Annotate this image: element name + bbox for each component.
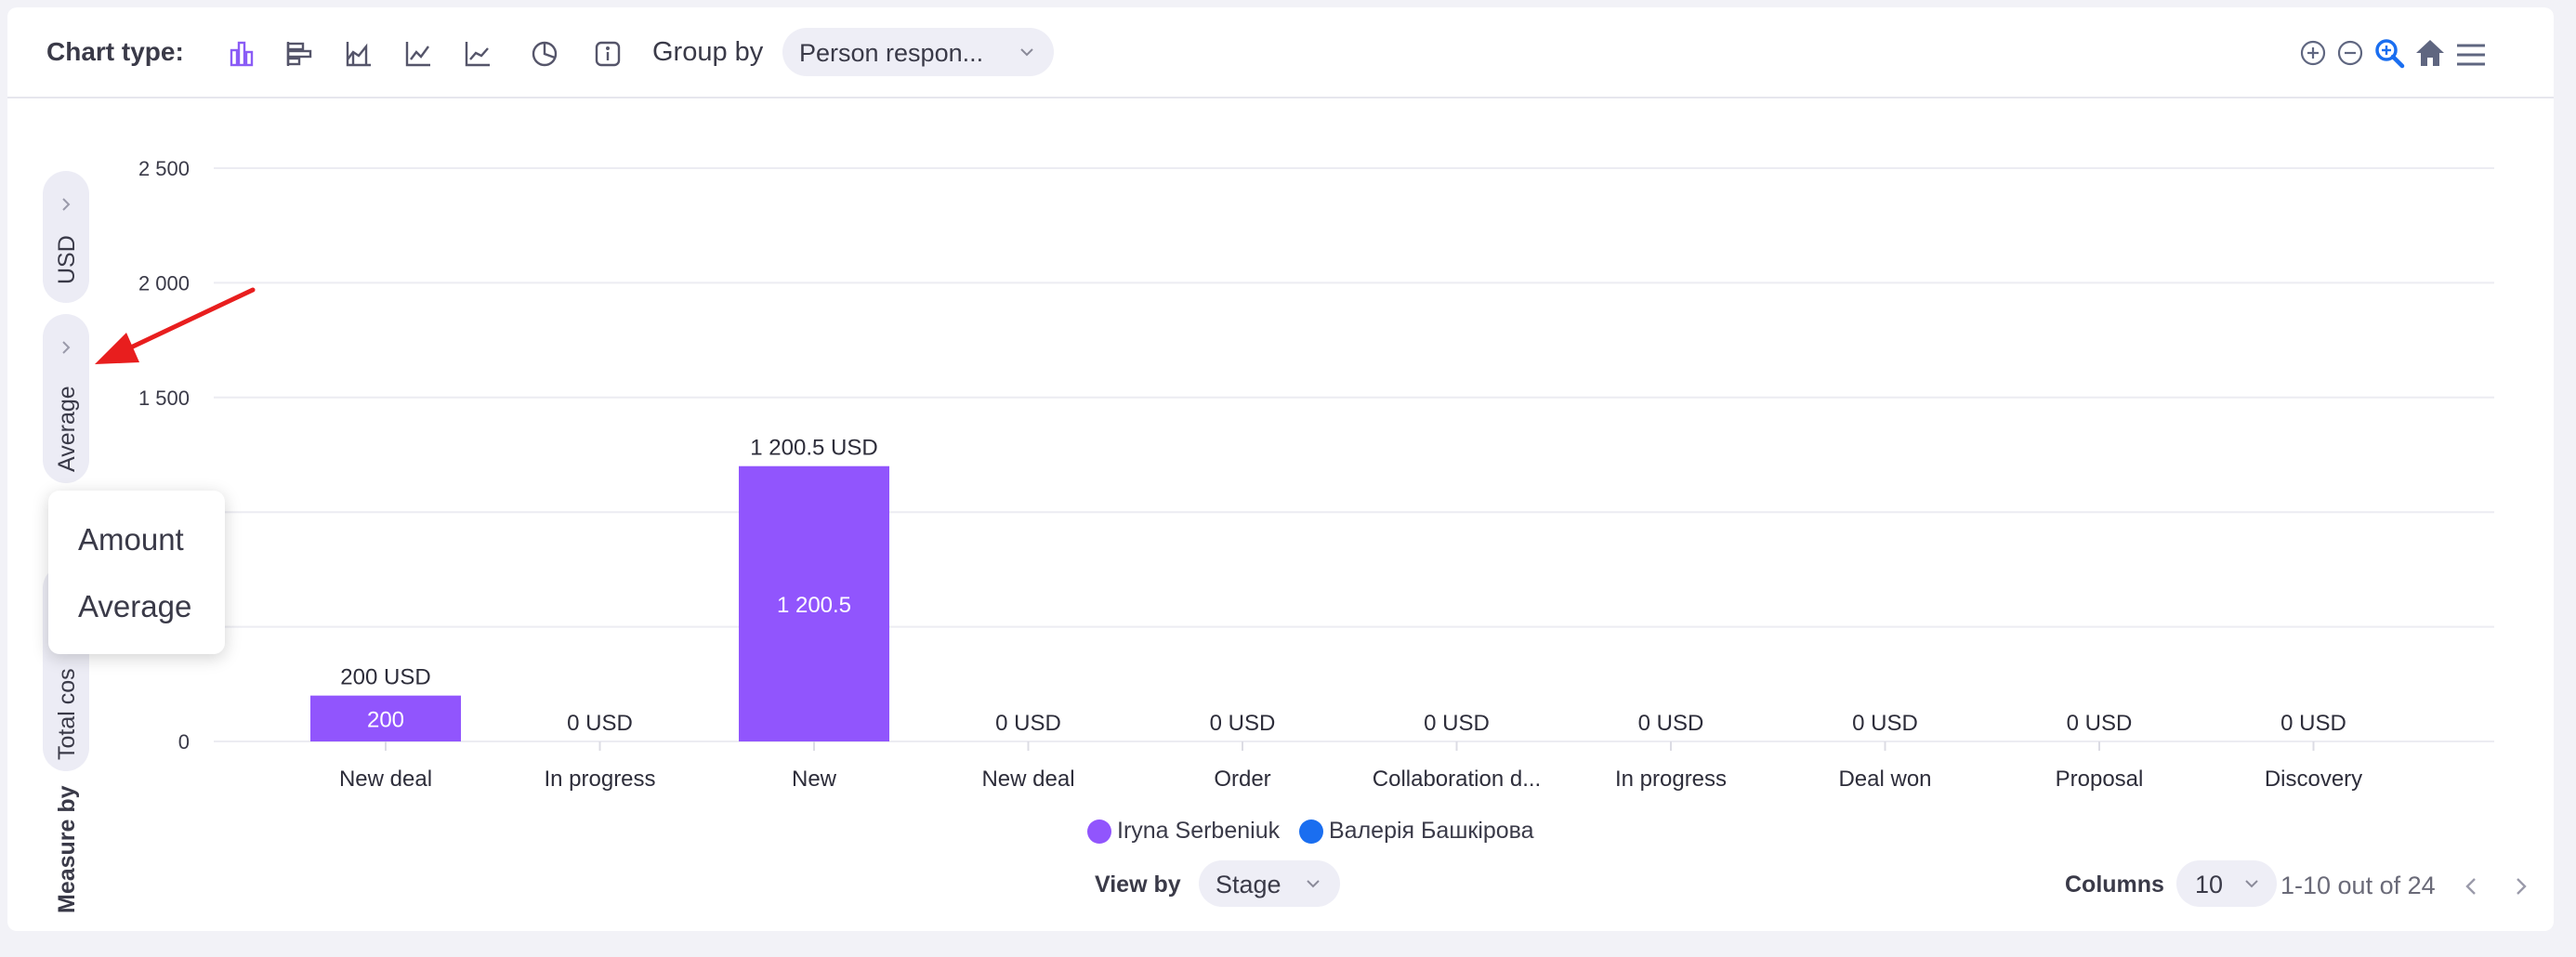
bar-total-label: 1 200.5 USD: [750, 436, 877, 461]
next-page-icon[interactable]: [2511, 875, 2530, 898]
bar-total-label: 0 USD: [1424, 711, 1490, 736]
chevron-down-icon: [1020, 48, 1033, 57]
chevron-right-icon: [62, 198, 71, 211]
x-tick-label: In progress: [544, 767, 655, 792]
aggregation-selector[interactable]: Average: [43, 314, 89, 483]
chart-toolbar: Chart type: Group by Person respon...: [7, 7, 2554, 98]
view-by-select[interactable]: Stage: [1199, 860, 1340, 907]
bar-total-label: 0 USD: [2067, 711, 2133, 736]
reset-home-icon[interactable]: [2414, 37, 2446, 69]
x-tick-label: New: [792, 767, 837, 792]
x-tick-label: New deal: [981, 767, 1074, 792]
x-tick-label: Proposal: [2056, 767, 2144, 792]
bar-total-label: 0 USD: [1638, 711, 1704, 736]
info-icon[interactable]: [593, 39, 623, 69]
zoom-out-icon[interactable]: [2336, 39, 2364, 67]
bar-chart-icon[interactable]: [284, 39, 314, 69]
legend-item-1[interactable]: Iryna Serbeniuk: [1087, 818, 1280, 845]
view-by-value: Stage: [1216, 871, 1281, 898]
aggregation-dropdown: Amount Average: [48, 491, 225, 654]
pagination-text: 1-10 out of 24: [2280, 872, 2436, 899]
bar: [310, 695, 461, 741]
y-tick-label: 1 500: [138, 387, 190, 410]
view-by-label: View by: [1095, 872, 1181, 898]
previous-page-icon[interactable]: [2463, 875, 2481, 898]
group-by-value: Person respon...: [799, 39, 984, 67]
bar-total-label: 200 USD: [340, 665, 430, 690]
bar-total-label: 0 USD: [1210, 711, 1276, 736]
stepline-chart-icon[interactable]: [463, 39, 493, 69]
x-tick-label: In progress: [1615, 767, 1727, 792]
bar-total-label: 0 USD: [1852, 711, 1918, 736]
chevron-down-icon: [2245, 880, 2258, 888]
bar-total-label: 0 USD: [2280, 711, 2346, 736]
bar-inner-label: 1 200.5: [777, 593, 851, 618]
bar-inner-label: 200: [367, 707, 404, 732]
legend-label-1: Iryna Serbeniuk: [1117, 818, 1281, 844]
chart-panel: Chart type: Group by Person respon...: [7, 7, 2554, 931]
x-tick-label: Deal won: [1838, 767, 1931, 792]
x-tick-label: Collaboration d...: [1373, 767, 1541, 792]
legend-marker-2: [1299, 819, 1323, 844]
zoom-in-icon[interactable]: [2299, 39, 2327, 67]
legend-marker-1: [1087, 819, 1111, 844]
annotation-arrow: [95, 287, 256, 364]
chevron-right-icon: [62, 341, 71, 354]
currency-selector[interactable]: USD: [43, 171, 89, 303]
columns-select[interactable]: 10: [2176, 860, 2277, 907]
bar-total-label: 0 USD: [995, 711, 1061, 736]
column-chart-icon[interactable]: [227, 39, 256, 69]
columns-value: 10: [2195, 871, 2224, 898]
legend-label-2: Валерія Башкірова: [1329, 818, 1534, 844]
dropdown-item-amount[interactable]: Amount: [78, 522, 184, 557]
bar-chart: 0 1 500 2 000 2 500 200 200 USD New deal 0 USD I…: [138, 157, 2494, 792]
y-tick-label: 2 500: [138, 157, 190, 180]
x-tick-label: New deal: [339, 767, 432, 792]
line-chart-icon[interactable]: [403, 39, 433, 69]
x-tick-label: Discovery: [2265, 767, 2362, 792]
group-by-select[interactable]: Person respon...: [782, 28, 1054, 76]
dropdown-item-average[interactable]: Average: [78, 589, 192, 623]
chart-type-label: Chart type:: [46, 37, 184, 66]
y-tick-label: 0: [178, 730, 190, 754]
chevron-down-icon: [1307, 880, 1320, 888]
group-by-label: Group by: [652, 37, 764, 67]
bar: [739, 465, 889, 741]
pie-chart-icon[interactable]: [530, 39, 559, 69]
menu-icon[interactable]: [2455, 41, 2487, 69]
x-tick-label: Order: [1214, 767, 1270, 792]
selection-zoom-icon[interactable]: [2373, 37, 2405, 69]
area-chart-icon[interactable]: [344, 39, 374, 69]
y-tick-label: 2 000: [138, 271, 190, 295]
bar-total-label: 0 USD: [567, 711, 633, 736]
legend-item-2[interactable]: Валерія Башкірова: [1299, 818, 1534, 845]
columns-label: Columns: [2065, 872, 2164, 898]
